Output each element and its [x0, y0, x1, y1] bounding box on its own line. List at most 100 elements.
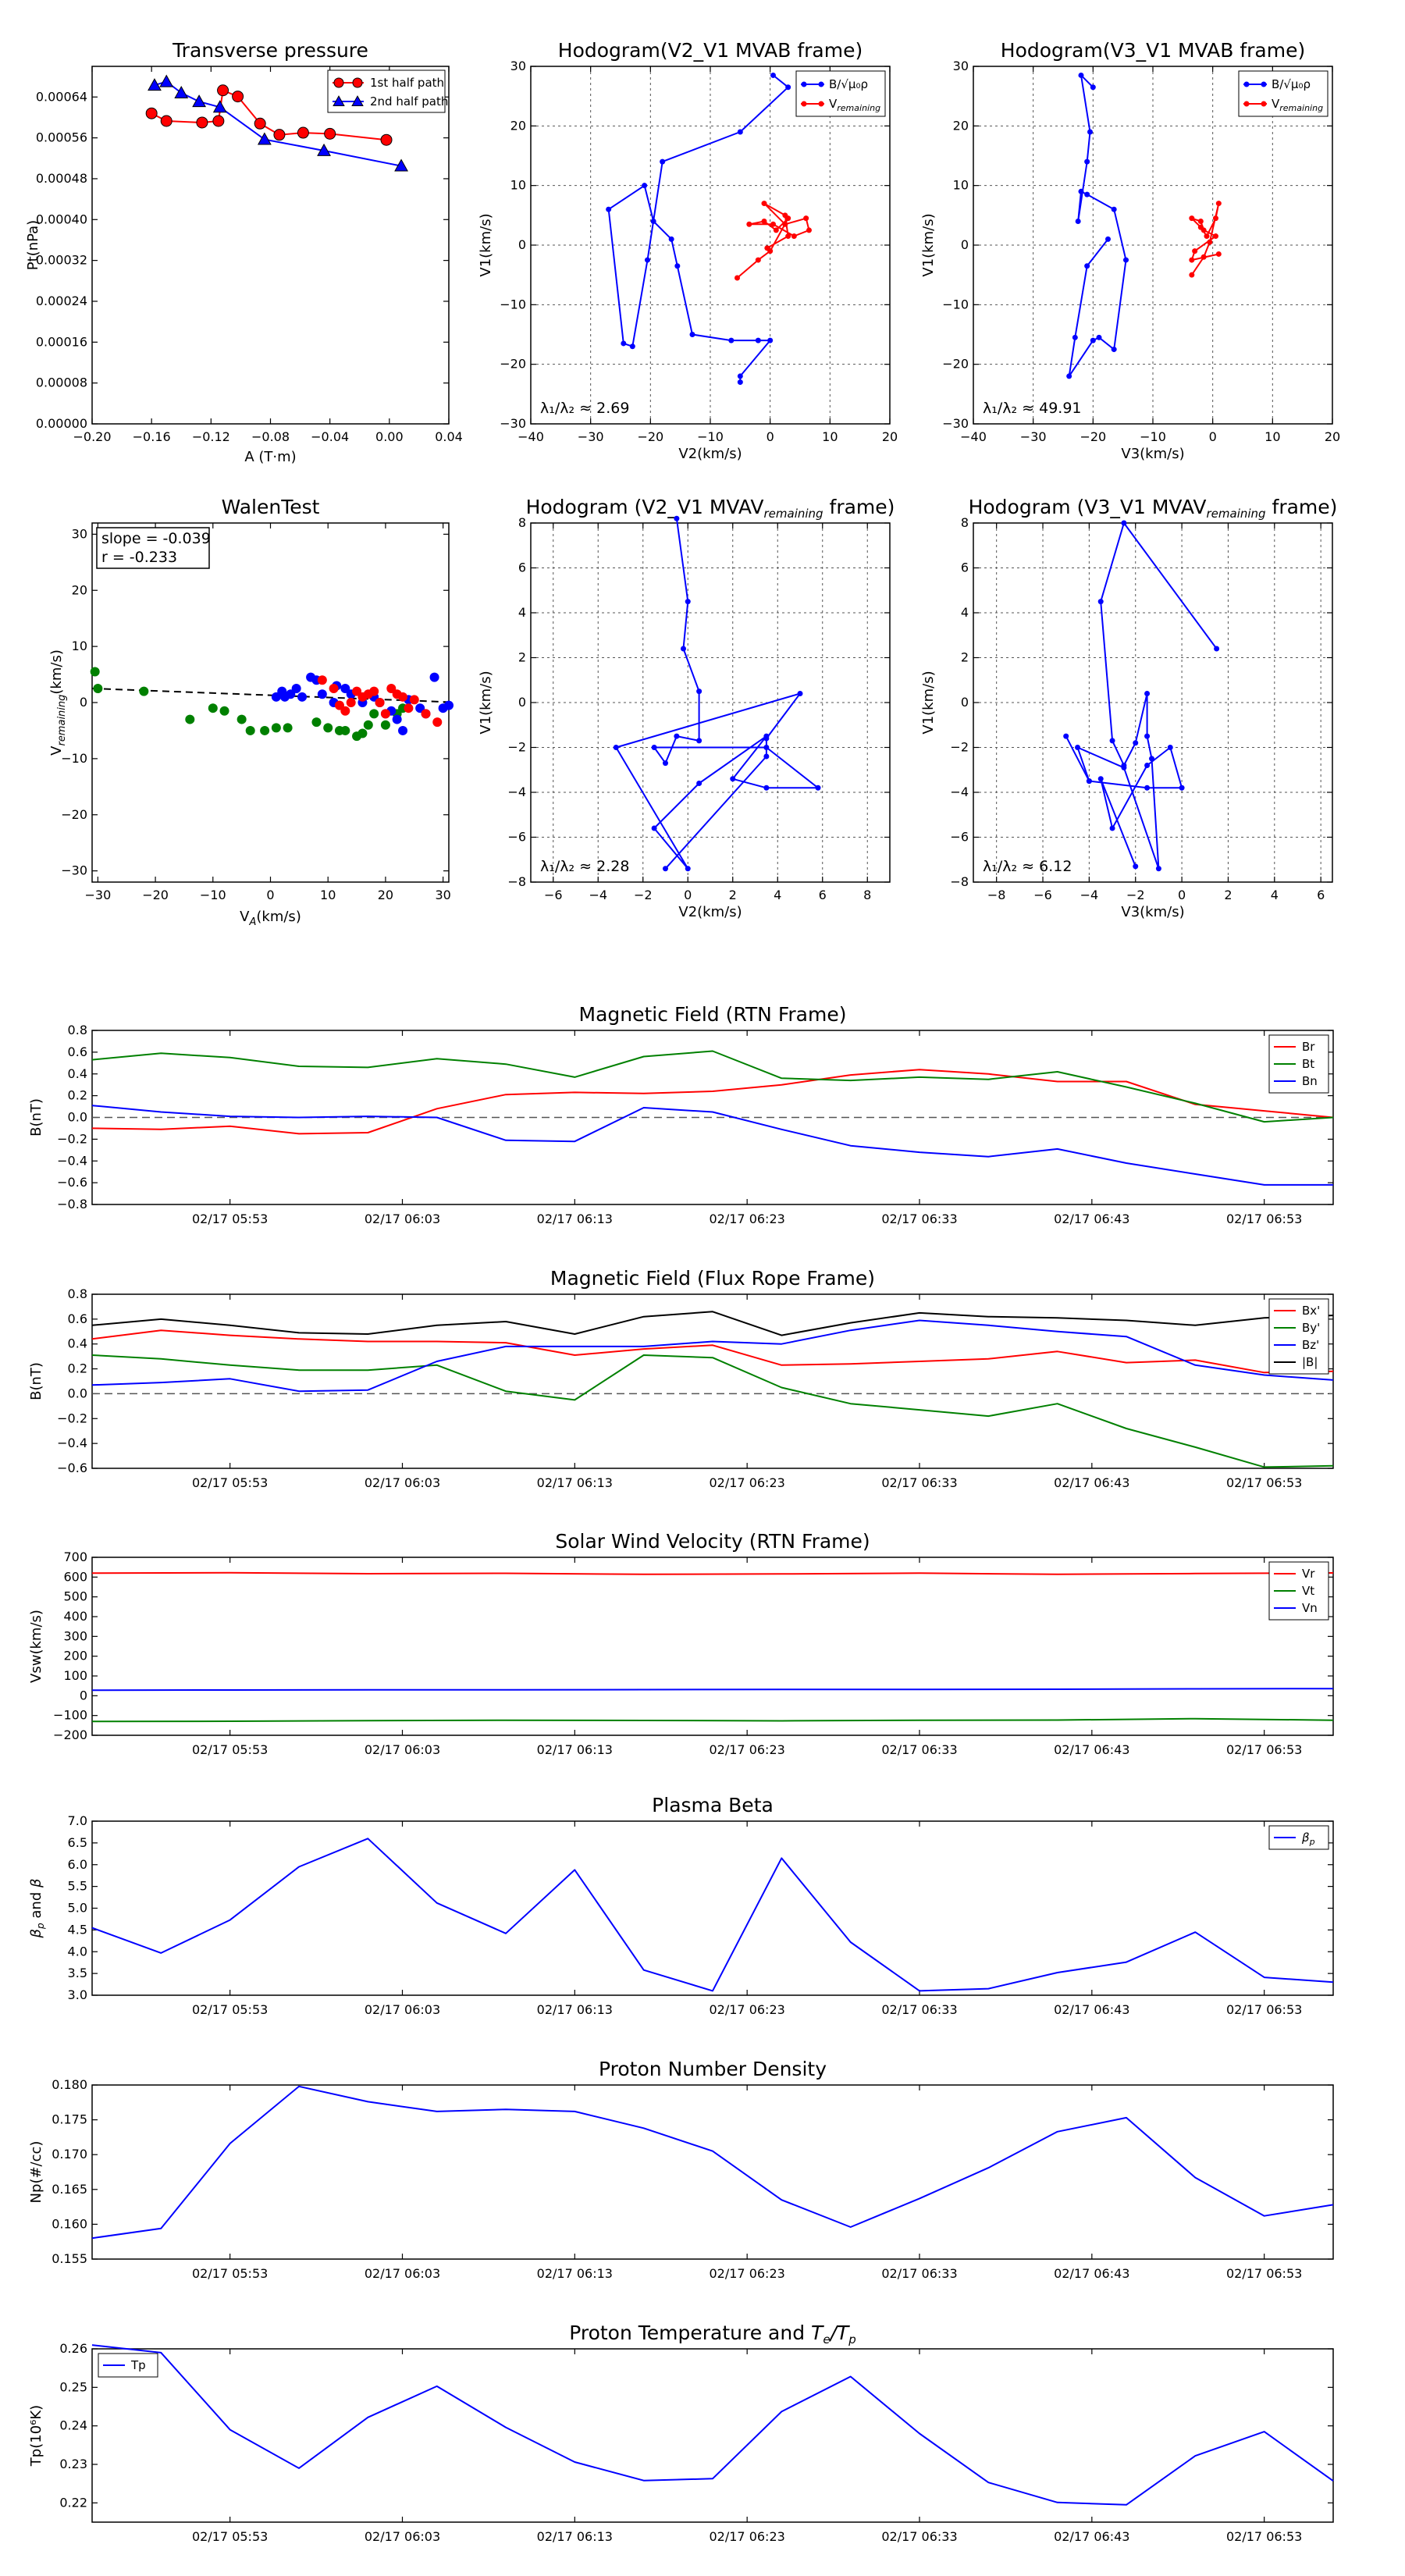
- y-axis-label: V1(km/s): [478, 213, 494, 276]
- x-tick-label: 02/17 06:53: [1226, 1475, 1302, 1490]
- y-tick-label: 0.6: [68, 1311, 87, 1326]
- data-point: [764, 245, 770, 251]
- x-tick-label: 02/17 06:23: [710, 1212, 785, 1226]
- data-point: [660, 158, 666, 165]
- x-tick-label: 02/17 06:33: [881, 1475, 957, 1490]
- tp-timeseries-chart: Proton Temperature and Te/Tp 0.22 0.23 0.24…: [28, 2322, 1334, 2544]
- y-tick-label: −2: [950, 740, 969, 755]
- data-point: [1133, 740, 1139, 746]
- plot-frame: [91, 2084, 1334, 2260]
- y-tick-label: 30: [953, 59, 969, 73]
- x-tick-label: 0: [684, 888, 692, 902]
- data-point: [755, 337, 761, 343]
- data-point: [1192, 248, 1198, 254]
- x-tick-label: −8: [987, 888, 1006, 902]
- data-point: [311, 717, 322, 728]
- plot-frame: [91, 1820, 1334, 1996]
- data-point: [329, 684, 339, 694]
- series-line: [91, 1050, 1334, 1123]
- data-point: [1200, 227, 1207, 233]
- y-tick-label: 0.24: [59, 2418, 87, 2433]
- data-point: [1096, 334, 1102, 340]
- series-3: [91, 1105, 1333, 1186]
- bmag-timeseries-chart: Magnetic Field (RTN Frame) −0.8 −0.6 −0.4 −0…: [28, 1003, 1334, 1226]
- data-point: [1086, 778, 1092, 785]
- x-tick-label: −4: [1080, 888, 1099, 902]
- y-tick-label: 0: [80, 695, 87, 710]
- x-tick-label: −6: [544, 888, 563, 902]
- eigen-ratio-annotation: λ₁/λ₂ ≈ 2.28: [540, 858, 629, 875]
- y-tick-label: −0.8: [57, 1197, 87, 1212]
- data-point: [650, 218, 656, 224]
- y-tick-label: −30: [942, 416, 969, 431]
- chart-title: Hodogram(V2_V1 MVAB frame): [558, 39, 863, 62]
- data-point: [1189, 215, 1195, 222]
- series-4: [91, 1311, 1334, 1336]
- x-tick-label: 02/17 06:43: [1054, 1212, 1129, 1226]
- y-tick-label: 400: [63, 1609, 87, 1624]
- transverse-pressure-chart: Transverse pressure 0.00000 0.00008 0.00016…: [25, 39, 463, 465]
- data-point: [334, 700, 344, 710]
- y-tick-label: 0.170: [52, 2147, 87, 2161]
- data-point: [735, 275, 740, 281]
- y-tick-label: 2: [518, 650, 526, 665]
- legend-label: Bz': [1302, 1338, 1319, 1352]
- data-point: [791, 233, 797, 240]
- y-tick-label: 0.00064: [36, 89, 87, 104]
- x-tick-label: 02/17 05:53: [192, 1475, 268, 1490]
- x-tick-label: 02/17 06:23: [710, 2266, 785, 2281]
- eigen-ratio-annotation: λ₁/λ₂ ≈ 49.91: [983, 400, 1082, 417]
- x-tick-label: −10: [200, 888, 226, 902]
- x-tick-label: 0: [767, 429, 774, 444]
- y-tick-label: 20: [953, 118, 969, 133]
- data-point: [212, 100, 227, 113]
- legend-label: Bt: [1302, 1057, 1314, 1071]
- data-point: [1215, 251, 1222, 257]
- y-tick-label: 100: [63, 1668, 87, 1683]
- legend-label: Bx': [1302, 1304, 1320, 1318]
- series-line: [91, 1105, 1333, 1186]
- x-tick-label: 02/17 06:03: [365, 1475, 440, 1490]
- data-point: [1075, 218, 1081, 224]
- y-tick-label: −20: [500, 357, 526, 372]
- legend: Br Bt Bn: [1268, 1034, 1329, 1094]
- y-tick-label: 4: [518, 605, 526, 620]
- np-timeseries-chart: Proton Number Density 0.155 0.160 0.165 0.17…: [28, 2058, 1334, 2281]
- y-tick-label: 3.5: [68, 1966, 87, 1980]
- x-tick-label: −10: [1140, 429, 1166, 444]
- x-tick-label: −30: [578, 429, 604, 444]
- data-point: [770, 72, 776, 78]
- data-point: [208, 703, 218, 713]
- y-tick-label: 6: [961, 560, 969, 575]
- x-tick-label: 02/17 06:33: [881, 2266, 957, 2281]
- legend: Tp: [98, 2353, 158, 2378]
- y-tick-label: 7.0: [68, 1813, 87, 1828]
- y-axis-label: Pt(nPa): [25, 220, 41, 270]
- y-tick-label: 0: [961, 237, 969, 252]
- y-tick-label: 0.0: [68, 1386, 87, 1400]
- x-tick-label: 0.00: [375, 429, 404, 444]
- y-tick-label: 0.00032: [36, 253, 87, 268]
- x-axis-label: V3(km/s): [1121, 446, 1184, 462]
- x-tick-label: −2: [1126, 888, 1145, 902]
- h1-hodogram-chart: Hodogram(V2_V1 MVAB frame) −30 −20 −10 0 10 20…: [478, 39, 898, 462]
- data-point: [340, 684, 350, 694]
- x-tick-label: −10: [697, 429, 724, 444]
- data-point: [1144, 785, 1151, 791]
- data-point: [1144, 763, 1151, 768]
- data-point: [1097, 776, 1104, 782]
- y-axis-label: V1(km/s): [920, 213, 937, 276]
- data-point: [1066, 373, 1072, 379]
- x-tick-label: −20: [1080, 429, 1106, 444]
- data-point: [606, 206, 612, 212]
- series-2: [91, 1050, 1334, 1123]
- series-line: [91, 1571, 1334, 1575]
- data-point: [286, 689, 296, 699]
- y-tick-label: 5.0: [68, 1901, 87, 1916]
- data-point: [444, 700, 454, 710]
- y-tick-label: 0.180: [52, 2077, 87, 2092]
- x-tick-label: 02/17 06:13: [537, 2266, 613, 2281]
- y-tick-label: −10: [61, 751, 87, 766]
- y-tick-label: 4.5: [68, 1922, 87, 1937]
- series-line: [1065, 522, 1218, 870]
